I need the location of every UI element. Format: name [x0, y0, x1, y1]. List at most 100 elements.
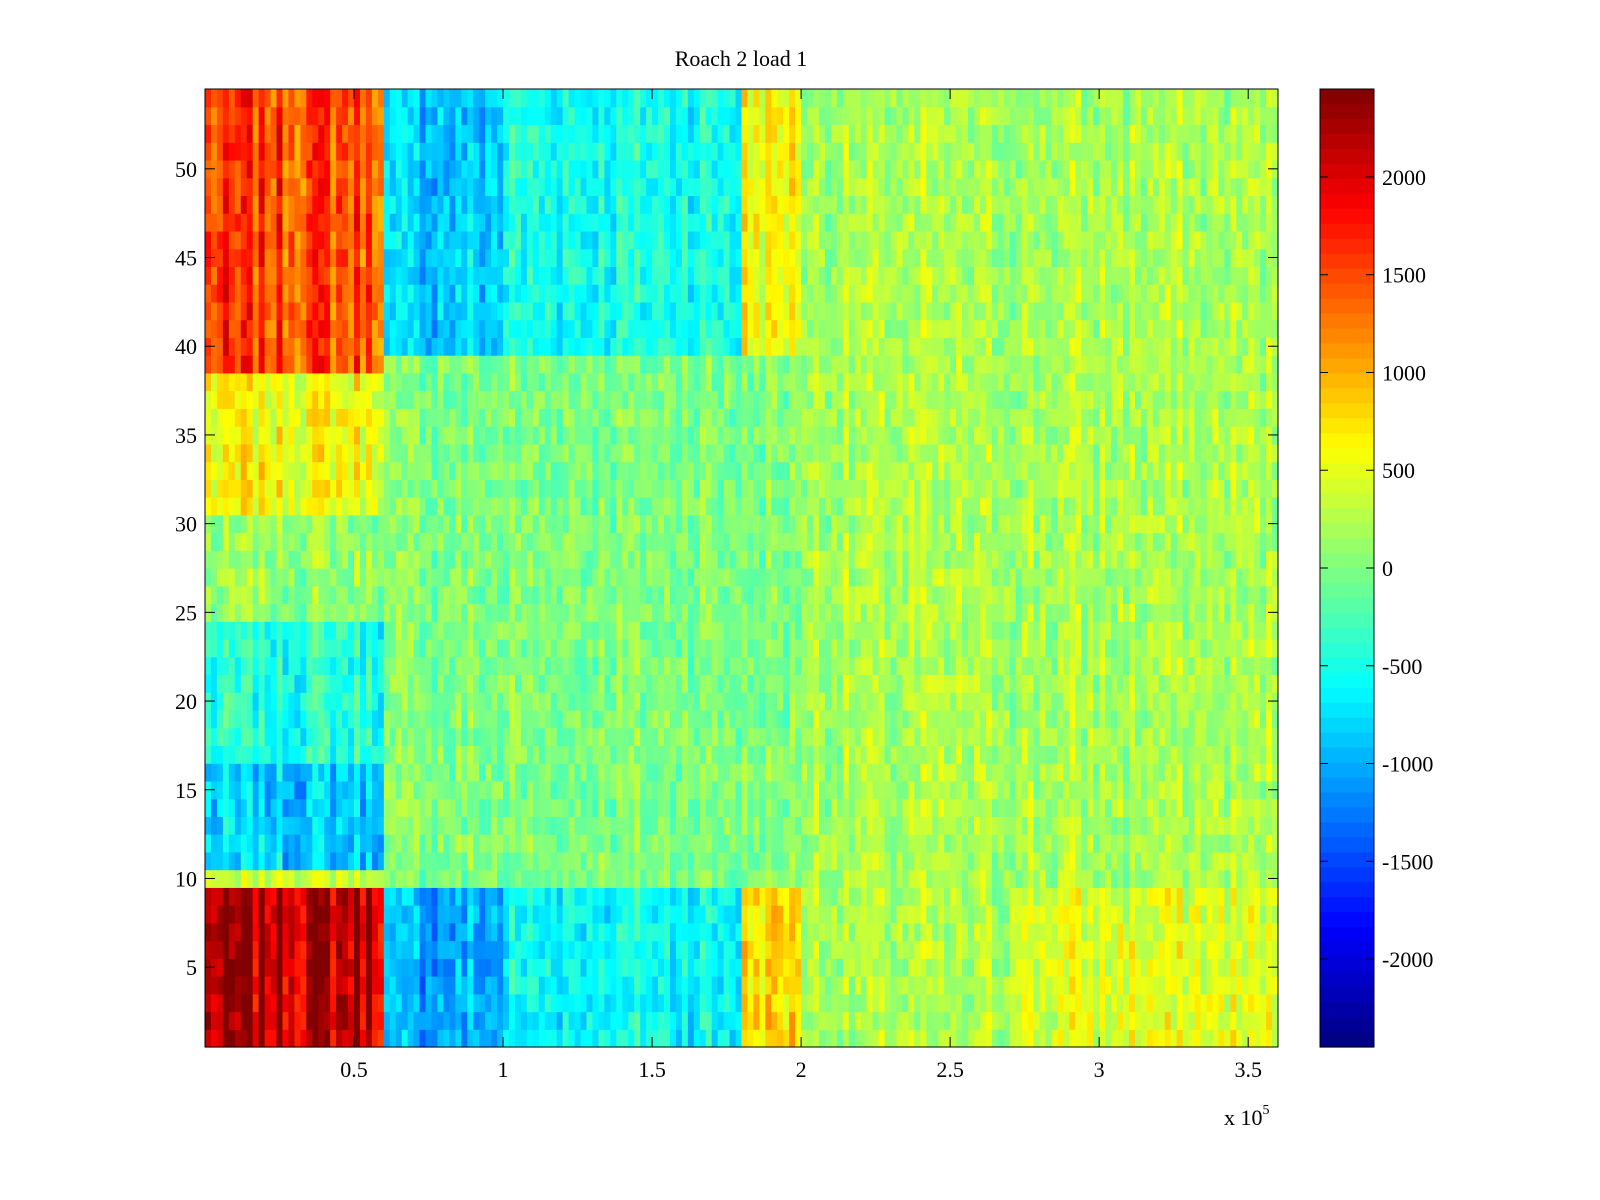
heatmap-cell: [842, 727, 850, 747]
heatmap-cell: [216, 692, 224, 711]
heatmap-cell: [1218, 940, 1225, 959]
heatmap-cell: [1033, 585, 1041, 605]
heatmap-cell: [473, 1011, 480, 1030]
heatmap-cell: [634, 958, 641, 977]
heatmap-cell: [717, 638, 725, 658]
heatmap-cell: [1033, 674, 1041, 693]
heatmap-cell: [616, 834, 623, 853]
heatmap-cell: [1212, 621, 1219, 640]
heatmap-cell: [920, 780, 927, 800]
heatmap-cell: [1021, 922, 1029, 942]
heatmap-cell: [1003, 709, 1011, 729]
heatmap-cell: [544, 940, 552, 959]
heatmap-cell: [1182, 780, 1190, 800]
heatmap-cell: [568, 674, 576, 693]
heatmap-cell: [556, 905, 564, 924]
heatmap-cell: [604, 727, 611, 747]
heatmap-cell: [1206, 958, 1214, 977]
heatmap-cell: [288, 621, 296, 640]
heatmap-cell: [503, 568, 510, 587]
heatmap-cell: [991, 869, 999, 888]
heatmap-cell: [503, 976, 510, 995]
heatmap-cell: [723, 638, 731, 658]
heatmap-cell: [795, 603, 802, 622]
heatmap-cell: [389, 993, 397, 1013]
heatmap-cell: [461, 834, 468, 853]
heatmap-cell: [956, 905, 963, 924]
heatmap-cell: [216, 976, 224, 995]
heatmap-cell: [830, 816, 838, 835]
heatmap-cell: [437, 585, 445, 605]
heatmap-cell: [1158, 1029, 1166, 1048]
heatmap-cell: [991, 585, 999, 605]
heatmap-cell: [437, 568, 445, 587]
heatmap-cell: [771, 1011, 778, 1030]
heatmap-cell: [389, 674, 397, 693]
heatmap-cell: [228, 851, 236, 871]
heatmap-cell: [1164, 656, 1172, 676]
heatmap-cell: [783, 834, 790, 853]
heatmap-cell: [795, 656, 802, 676]
heatmap-cell: [1027, 887, 1035, 906]
heatmap-cell: [1075, 603, 1082, 622]
heatmap-cell: [1111, 798, 1118, 817]
heatmap-cell: [675, 621, 683, 640]
heatmap-cell: [532, 834, 540, 853]
heatmap-cell: [914, 603, 921, 622]
heatmap-cell: [1003, 1029, 1011, 1048]
heatmap-cell: [270, 834, 278, 853]
heatmap-cell: [652, 887, 659, 906]
heatmap-cell: [1099, 674, 1106, 693]
heatmap-cell: [1248, 674, 1255, 693]
heatmap-cell: [1128, 993, 1136, 1013]
heatmap-cell: [693, 851, 701, 871]
heatmap-cell: [664, 692, 671, 711]
heatmap-cell: [1063, 976, 1070, 995]
heatmap-cell: [765, 603, 772, 622]
heatmap-cell: [473, 674, 480, 693]
heatmap-cell: [664, 958, 671, 977]
heatmap-cell: [1218, 1011, 1225, 1030]
heatmap-cell: [866, 585, 874, 605]
heatmap-cell: [938, 816, 945, 835]
heatmap-cell: [1182, 621, 1190, 640]
heatmap-cell: [1057, 940, 1064, 959]
heatmap-cell: [896, 709, 904, 729]
heatmap-cell: [216, 851, 224, 871]
heatmap-cell: [1075, 1011, 1082, 1030]
heatmap-cell: [747, 1011, 755, 1030]
heatmap-cell: [634, 816, 641, 835]
heatmap-cell: [359, 851, 367, 871]
heatmap-cell: [640, 603, 647, 622]
heatmap-cell: [890, 727, 898, 747]
heatmap-cell: [371, 834, 379, 853]
heatmap-cell: [270, 621, 278, 640]
heatmap-cell: [956, 550, 963, 569]
heatmap-cell: [503, 798, 510, 817]
heatmap-cell: [1164, 1011, 1172, 1030]
heatmap-cell: [610, 709, 617, 729]
heatmap-cell: [479, 922, 486, 942]
heatmap-cell: [354, 834, 361, 853]
heatmap-cell: [234, 603, 242, 622]
heatmap-cell: [1075, 834, 1082, 853]
heatmap-cell: [1230, 958, 1237, 977]
heatmap-cell: [359, 798, 367, 817]
heatmap-cell: [252, 922, 260, 942]
heatmap-cell: [872, 568, 880, 587]
heatmap-cell: [592, 603, 600, 622]
heatmap-cell: [968, 869, 975, 888]
heatmap-cell: [956, 1029, 963, 1048]
heatmap-cell: [783, 958, 790, 977]
heatmap-cell: [866, 638, 874, 658]
heatmap-cell: [216, 568, 224, 587]
heatmap-cell: [950, 674, 957, 693]
heatmap-cell: [1087, 709, 1094, 729]
heatmap-cell: [371, 905, 379, 924]
heatmap-cell: [455, 976, 462, 995]
heatmap-cell: [425, 958, 433, 977]
heatmap-cell: [1087, 780, 1094, 800]
heatmap-cell: [377, 798, 385, 817]
heatmap-cell: [658, 585, 665, 605]
heatmap-cell: [401, 834, 409, 853]
